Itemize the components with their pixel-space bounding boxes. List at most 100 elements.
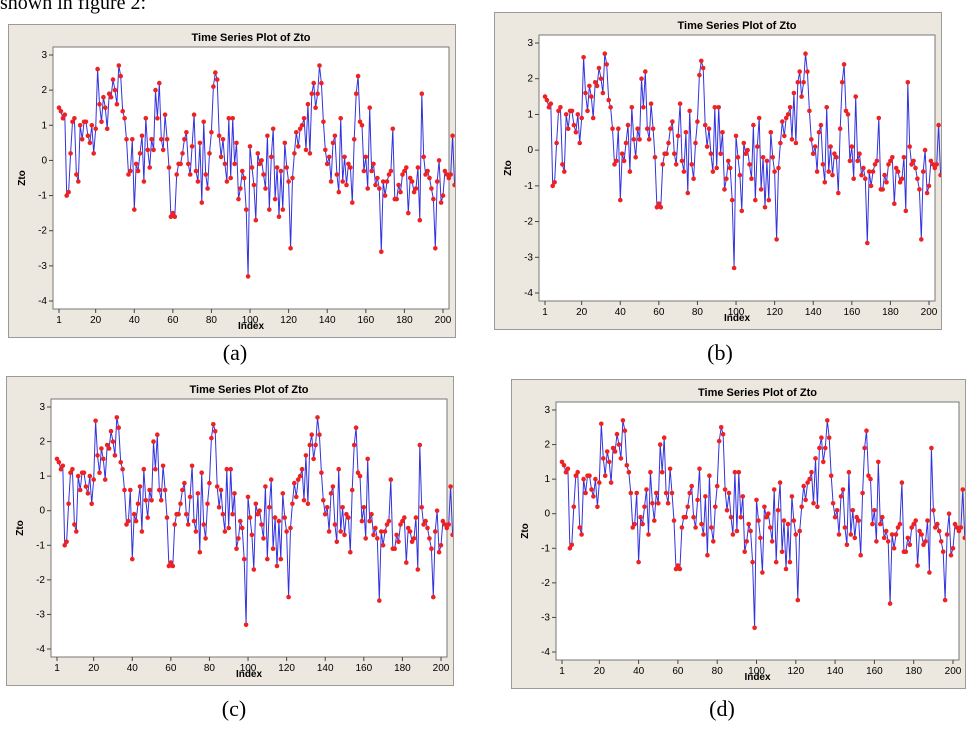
data-point: [944, 532, 950, 537]
x-tick-label: 140: [805, 307, 822, 318]
data-point: [340, 179, 346, 184]
data-point: [355, 470, 361, 475]
data-point: [313, 105, 318, 110]
data-point: [87, 473, 93, 479]
data-point: [791, 90, 797, 96]
data-point: [411, 536, 417, 541]
data-point: [199, 470, 204, 475]
data-point: [288, 246, 293, 251]
data-point: [915, 563, 920, 568]
data-point: [290, 175, 295, 181]
data-point: [608, 105, 613, 110]
data-point: [650, 501, 655, 506]
data-point: [382, 193, 388, 198]
data-point: [569, 542, 575, 548]
data-point: [297, 126, 303, 132]
data-point: [593, 476, 598, 482]
data-point: [644, 487, 649, 492]
x-tick-label: 160: [355, 663, 372, 674]
data-point: [238, 186, 243, 191]
data-point: [338, 529, 344, 534]
data-point: [740, 494, 746, 499]
data-point: [748, 528, 753, 534]
plot-area: [538, 34, 936, 302]
data-point: [66, 501, 71, 507]
data-point: [409, 179, 415, 184]
data-point: [253, 501, 259, 507]
data-point: [760, 155, 766, 160]
data-point: [218, 487, 224, 493]
data-point: [671, 518, 677, 523]
data-point: [162, 487, 168, 493]
data-point: [789, 137, 795, 142]
data-point: [328, 179, 334, 184]
y-tick-label: -2: [541, 578, 550, 589]
data-point: [220, 511, 226, 517]
y-axis-label: Zto: [503, 160, 514, 176]
data-point: [756, 518, 761, 523]
data-point: [446, 175, 452, 181]
data-point: [639, 76, 644, 81]
data-point: [621, 158, 627, 164]
data-point: [311, 456, 316, 462]
data-point: [230, 511, 235, 517]
data-point: [738, 514, 744, 520]
data-point: [75, 473, 81, 479]
data-point: [263, 186, 268, 191]
data-point: [197, 140, 203, 146]
data-point: [876, 459, 881, 465]
data-point: [157, 487, 162, 493]
data-point: [60, 463, 66, 469]
data-point: [872, 508, 877, 513]
data-point: [367, 518, 372, 524]
data-point: [155, 116, 160, 121]
data-point: [305, 101, 311, 107]
data-point: [604, 62, 609, 67]
data-point: [620, 418, 626, 423]
data-point: [853, 94, 858, 99]
data-point: [54, 456, 60, 462]
data-point: [764, 158, 770, 164]
data-point: [419, 91, 425, 96]
y-tick-label: 3: [544, 405, 550, 416]
data-point: [772, 169, 777, 174]
data-point: [373, 525, 378, 531]
data-point: [933, 525, 938, 530]
data-point: [91, 477, 96, 482]
x-tick-label: 60: [653, 307, 665, 318]
data-point: [234, 140, 239, 146]
data-point: [367, 105, 373, 110]
data-point: [232, 161, 237, 167]
x-tick-label: 1: [56, 315, 62, 326]
data-point: [295, 477, 301, 482]
chart-title: Time Series Plot of Zto: [698, 387, 817, 399]
data-point: [909, 162, 914, 167]
data-point: [417, 217, 423, 223]
data-point: [268, 477, 274, 482]
x-tick-label: 60: [167, 315, 179, 326]
data-point: [280, 491, 286, 496]
data-point: [899, 176, 905, 181]
data-point: [917, 528, 922, 534]
data-point: [913, 165, 918, 171]
data-point: [120, 466, 125, 472]
data-point: [286, 594, 291, 600]
data-point: [782, 133, 787, 139]
data-point: [874, 158, 880, 164]
data-point: [659, 469, 665, 475]
data-point: [567, 546, 573, 551]
data-point: [413, 186, 419, 191]
data-point: [72, 522, 77, 527]
y-tick-label: 2: [39, 437, 45, 448]
x-axis-label: Index: [236, 669, 263, 680]
data-point: [773, 559, 779, 565]
data-point: [950, 546, 956, 551]
data-point: [589, 487, 594, 492]
data-point: [559, 459, 565, 465]
y-tick-label: 0: [544, 509, 550, 520]
data-point: [133, 161, 139, 167]
data-point: [693, 525, 698, 530]
data-point: [222, 161, 228, 167]
data-point: [384, 522, 390, 527]
